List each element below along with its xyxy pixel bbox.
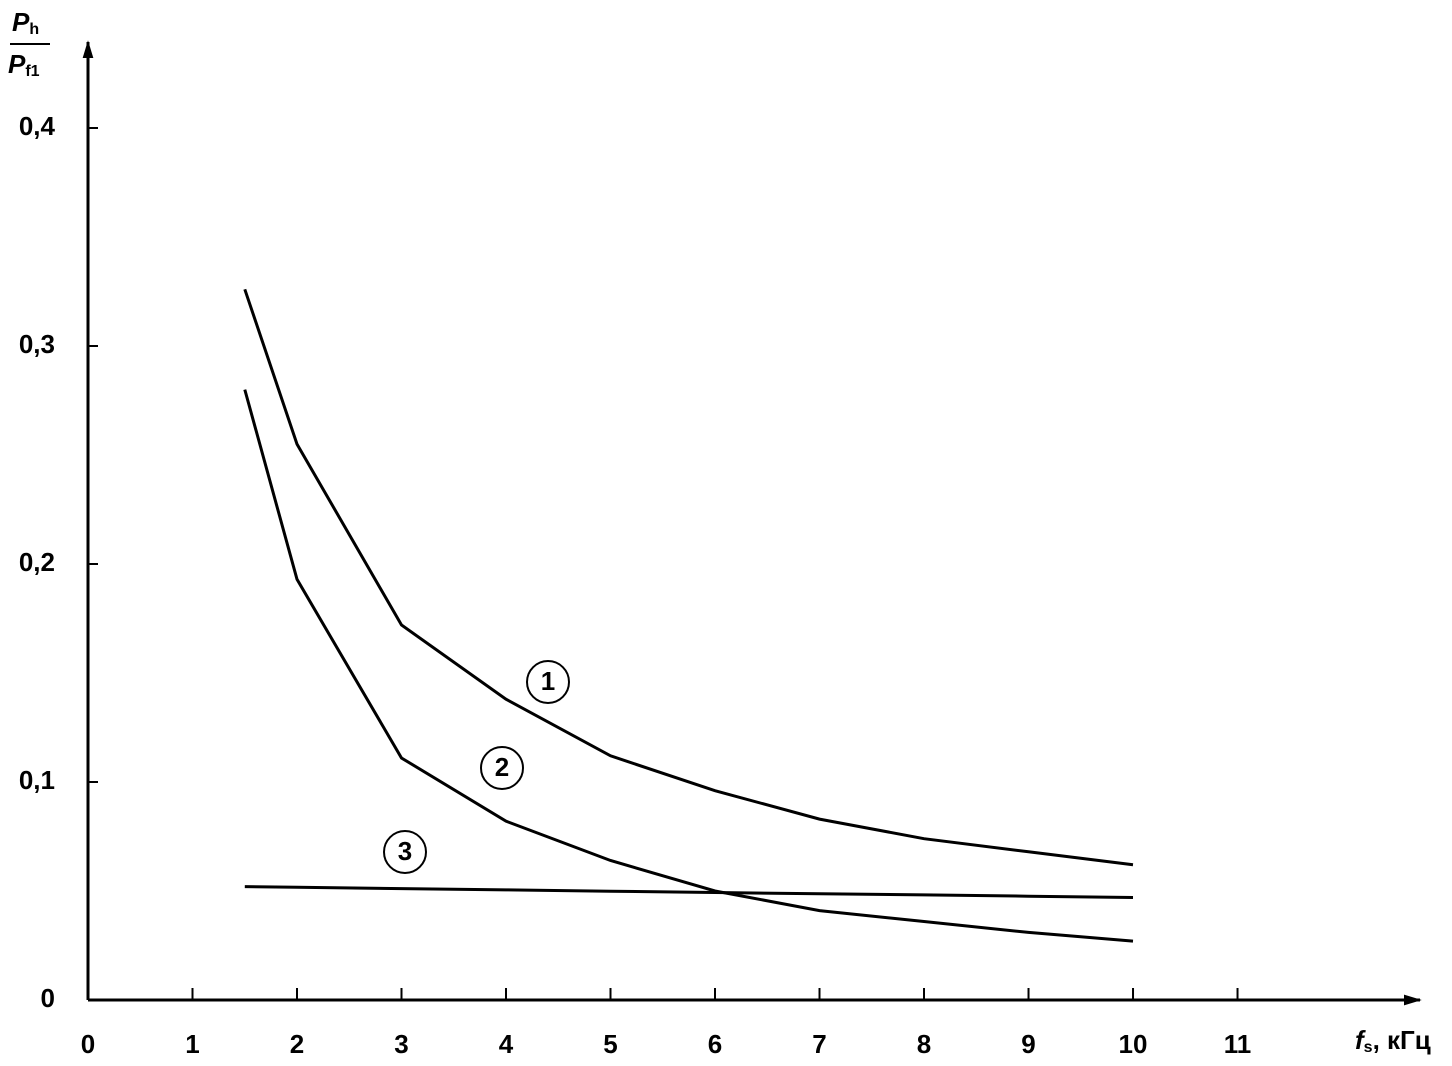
series-label-circle (480, 746, 524, 790)
y-tick-label: 0 (41, 983, 55, 1013)
y-axis-label: Ph Pf1 (8, 7, 50, 80)
series-label-circle (526, 660, 570, 704)
y-tick-label: 0,2 (19, 547, 55, 577)
x-tick-label: 5 (603, 1029, 617, 1059)
series-line (243, 288, 1134, 867)
x-tick-label: 11 (1224, 1029, 1252, 1059)
series-line (244, 885, 1134, 899)
x-tick-label: 7 (812, 1029, 826, 1059)
series-label: 2 (495, 752, 509, 782)
x-tick-label: 2 (290, 1029, 304, 1059)
y-label-den: Pf1 (8, 49, 40, 80)
series-line (243, 389, 1134, 943)
x-axis-label: fs, кГц (1355, 1025, 1431, 1056)
y-tick-label: 0,4 (19, 111, 56, 141)
x-tick-label: 4 (499, 1029, 514, 1059)
x-tick-label: 9 (1021, 1029, 1035, 1059)
x-tick-label: 8 (917, 1029, 931, 1059)
y-tick-label: 0,1 (19, 765, 55, 795)
y-label-num: Ph (12, 7, 39, 38)
x-tick-label: 3 (394, 1029, 408, 1059)
x-tick-label: 10 (1119, 1029, 1148, 1059)
x-tick-label: 6 (708, 1029, 722, 1059)
x-tick-label: 1 (185, 1029, 199, 1059)
series-label-circle (383, 830, 427, 874)
y-tick-label: 0,3 (19, 329, 55, 359)
x-tick-label: 0 (81, 1029, 95, 1059)
series-label: 1 (541, 666, 555, 696)
series-label: 3 (398, 836, 412, 866)
